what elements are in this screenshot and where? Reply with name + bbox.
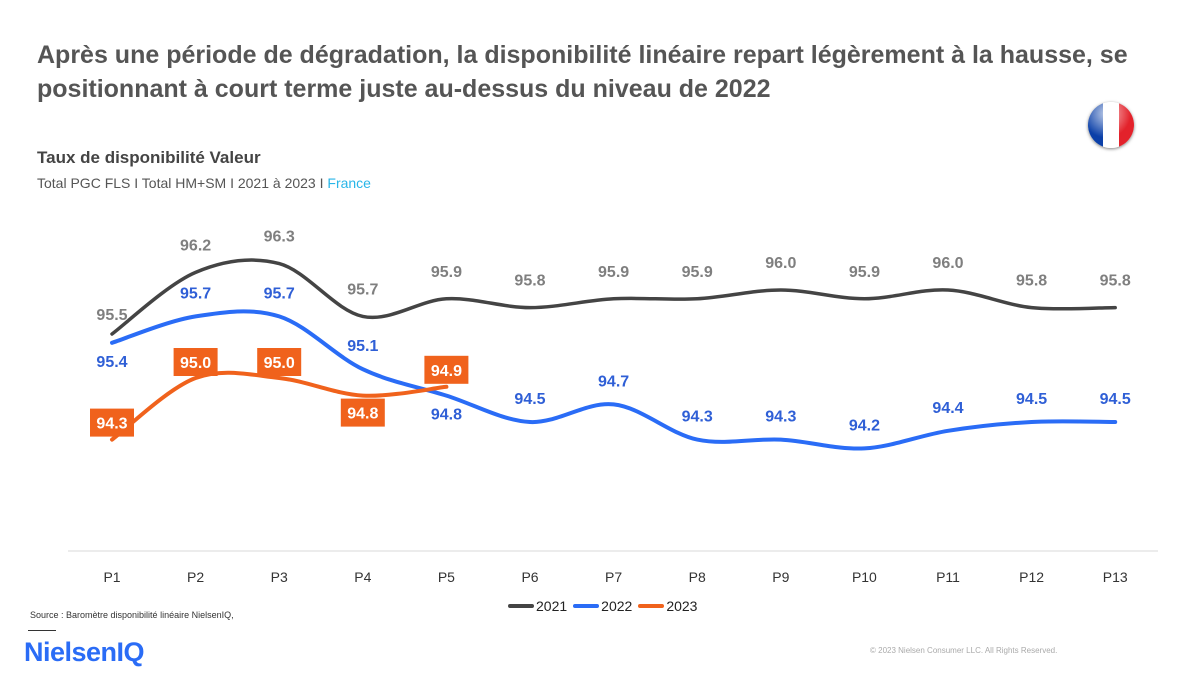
data-label-2022: 95.7: [180, 285, 211, 302]
legend-swatch: [508, 604, 534, 608]
x-tick-label: P10: [852, 569, 877, 585]
legend-label: 2022: [601, 598, 633, 614]
data-label-2021: 95.8: [514, 273, 545, 290]
data-label-2022: 95.7: [264, 285, 295, 302]
chart-subtitle: Taux de disponibilité Valeur: [37, 148, 261, 167]
scope-text: Total PGC FLS I Total HM+SM I 2021 à 202…: [37, 175, 328, 191]
data-label-2023: 94.9: [431, 363, 462, 380]
x-tick-label: P11: [936, 569, 960, 585]
data-label-2021: 95.9: [598, 264, 629, 281]
legend-item-2022: 2022: [573, 598, 632, 614]
country-label: France: [327, 175, 371, 191]
legend-item-2021: 2021: [508, 598, 567, 614]
data-label-2021: 95.9: [849, 264, 880, 281]
data-label-box: [173, 348, 218, 376]
chart-scope: Total PGC FLS I Total HM+SM I 2021 à 202…: [37, 175, 371, 191]
legend-swatch: [573, 604, 600, 608]
x-tick-label: P7: [605, 569, 622, 585]
data-label-2021: 95.5: [96, 307, 127, 324]
x-tick-label: P13: [1103, 569, 1128, 585]
x-tick-label: P9: [772, 569, 789, 585]
legend-label: 2023: [666, 598, 698, 614]
series-line-2023: [110, 370, 449, 442]
data-label-2021: 96.0: [765, 255, 796, 272]
divider: [28, 630, 56, 631]
data-label-box: [90, 408, 134, 437]
data-label-2022: 94.7: [598, 373, 629, 390]
data-label-2021: 95.7: [347, 281, 378, 298]
data-label-2021: 95.9: [431, 264, 462, 281]
data-label-2023: 95.0: [180, 355, 211, 372]
data-label-2022: 94.4: [932, 400, 963, 417]
data-label-box: [424, 355, 469, 384]
data-label-2022: 95.4: [96, 354, 127, 371]
x-tick-label: P8: [689, 569, 706, 585]
series-line-2021: [110, 258, 1117, 336]
data-label-2022: 94.3: [682, 409, 713, 426]
x-tick-label: P2: [187, 569, 204, 585]
legend-swatch: [638, 604, 665, 608]
x-tick-label: P5: [438, 569, 455, 585]
legend-label: 2021: [536, 598, 568, 614]
france-flag-icon: [1088, 102, 1134, 148]
legend-item-2023: 2023: [638, 598, 697, 614]
data-label-2021: 96.3: [264, 229, 295, 246]
data-label-2021: 95.8: [1016, 273, 1047, 290]
data-label-box: [257, 348, 302, 376]
data-label-2023: 94.3: [96, 416, 127, 433]
data-label-2021: 95.9: [682, 264, 713, 281]
x-tick-label: P3: [271, 569, 288, 585]
data-label-2021: 95.8: [1100, 273, 1131, 290]
nielseniq-logo: NielsenIQ: [24, 637, 145, 667]
x-tick-label: P4: [354, 569, 371, 585]
series-line-2022: [110, 309, 1118, 451]
data-label-2023: 95.0: [264, 355, 295, 372]
x-tick-label: P6: [521, 569, 538, 585]
page-title: Après une période de dégradation, la dis…: [37, 41, 1128, 103]
data-label-2022: 94.3: [765, 409, 796, 426]
data-label-2022: 94.5: [514, 391, 545, 408]
data-label-2022: 94.5: [1100, 391, 1131, 408]
data-label-2022: 95.1: [347, 338, 378, 355]
data-label-2022: 94.5: [1016, 391, 1047, 408]
copyright: © 2023 Nielsen Consumer LLC. All Rights …: [870, 646, 1058, 655]
data-label-2021: 96.2: [180, 237, 211, 254]
data-label-2022: 94.2: [849, 417, 880, 434]
x-tick-label: P1: [103, 569, 120, 585]
data-label-2023: 94.8: [347, 406, 378, 423]
data-label-2021: 96.0: [932, 255, 963, 272]
legend: 2021 2022 2023: [508, 598, 697, 614]
source-note: Source : Baromètre disponibilité linéair…: [30, 610, 234, 620]
data-label-box: [340, 398, 385, 427]
data-label-2022: 94.8: [431, 407, 462, 424]
x-tick-label: P12: [1019, 569, 1044, 585]
